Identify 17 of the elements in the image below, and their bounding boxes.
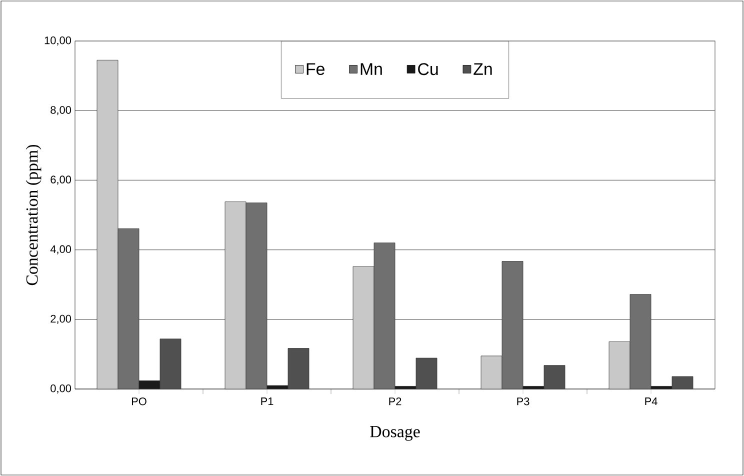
y-tick-label: 2,00 bbox=[50, 314, 72, 324]
x-tick-label: P1 bbox=[261, 398, 274, 406]
legend-label: Mn bbox=[360, 63, 382, 75]
legend-label: Fe bbox=[306, 63, 324, 76]
y-tick-label: 4,00 bbox=[50, 245, 72, 254]
x-tick-label: P2 bbox=[389, 398, 402, 406]
x-axis-title: Dosage bbox=[370, 426, 420, 441]
x-tick-label: PO bbox=[132, 398, 146, 406]
y-axis-title: Concentration (ppm) bbox=[26, 144, 42, 286]
y-tick-label: 0,00 bbox=[50, 384, 72, 394]
legend-label: Cu bbox=[418, 63, 438, 76]
y-tick-label: 10,00 bbox=[44, 36, 72, 46]
y-tick-label: 8,00 bbox=[50, 106, 72, 116]
y-tick-label: 6,00 bbox=[50, 176, 72, 185]
x-tick-label: P3 bbox=[517, 398, 530, 406]
x-tick-label: P4 bbox=[645, 398, 658, 406]
legend-label: Zn bbox=[474, 63, 492, 75]
